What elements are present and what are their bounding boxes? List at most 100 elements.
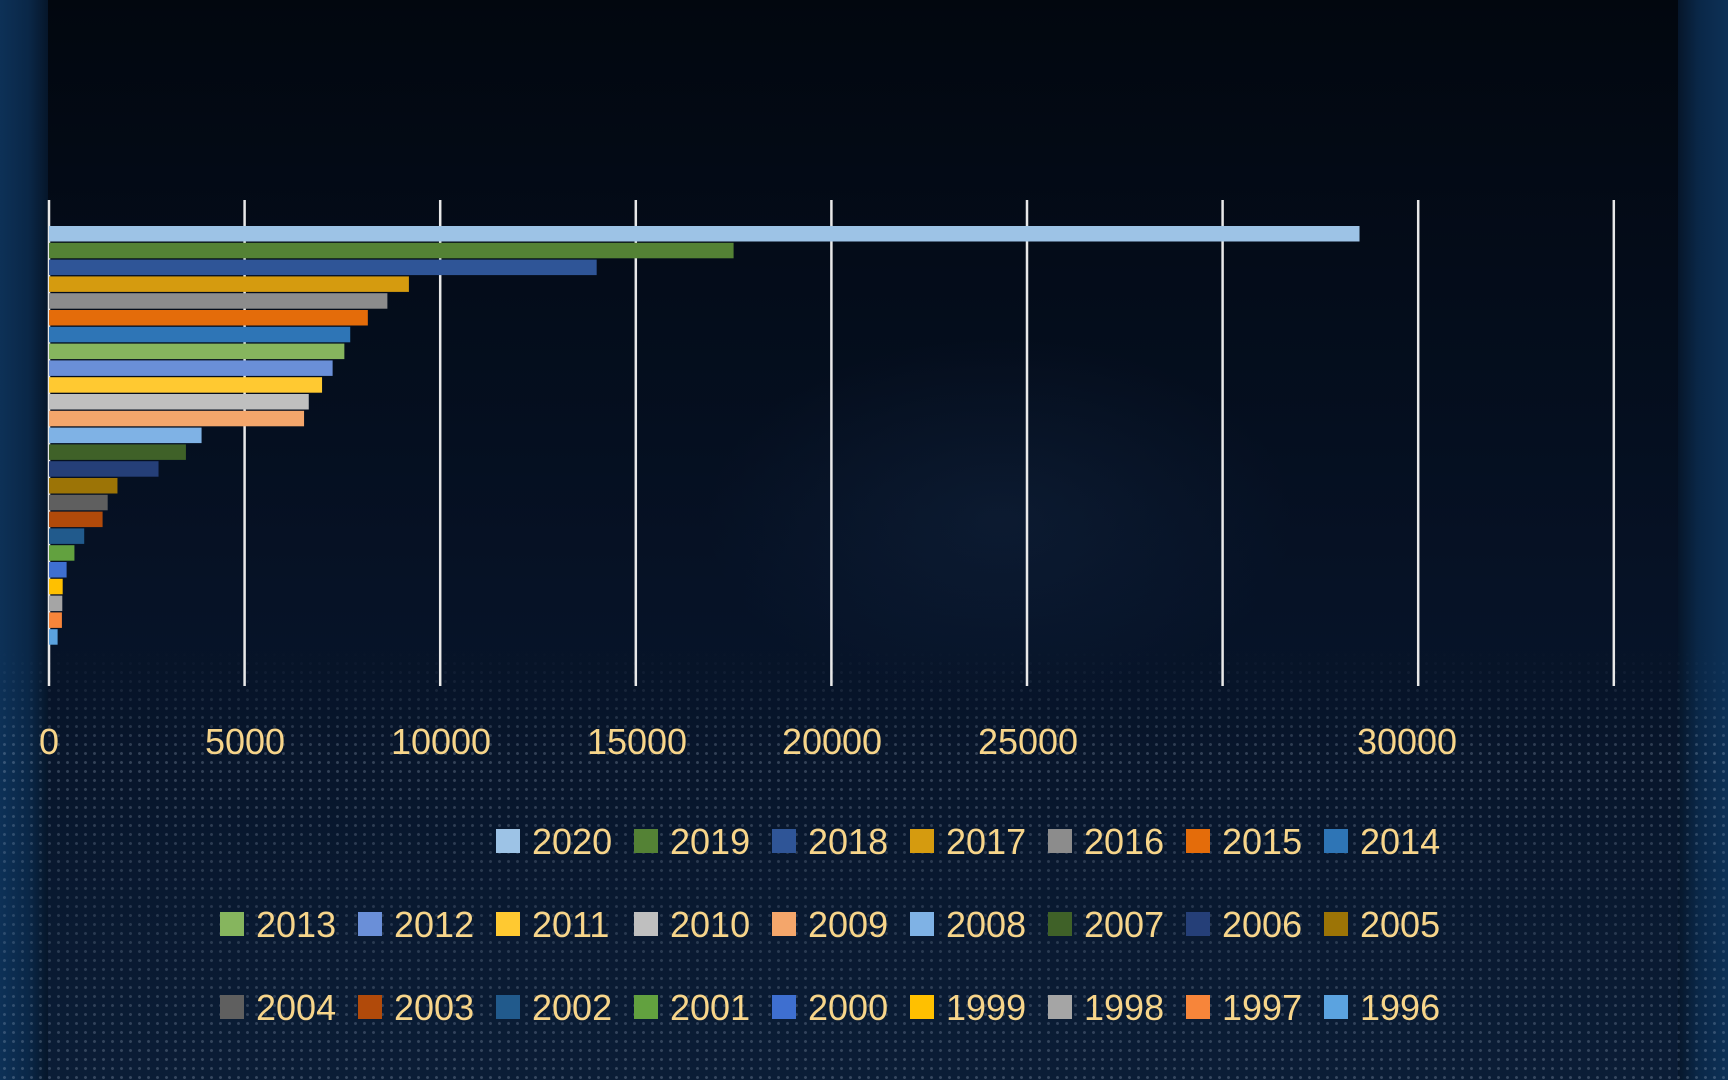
legend-item-1996: 1996 (1324, 987, 1440, 1028)
bar-2008 (49, 427, 202, 444)
bar-2005 (49, 478, 118, 494)
legend-label-2017: 2017 (946, 821, 1026, 862)
legend-label-2009: 2009 (808, 904, 888, 945)
legend-label-2015: 2015 (1222, 821, 1302, 862)
legend-item-2010: 2010 (634, 904, 750, 945)
legend-item-2020: 2020 (496, 821, 612, 862)
bar-2003 (49, 511, 103, 528)
legend-label-2002: 2002 (532, 987, 612, 1028)
legend-swatch-2007 (1048, 912, 1072, 936)
legend: 2020 2019 2018 2017 2016 2015 2014 2013 2012 2011… (220, 821, 1440, 1028)
bar-2015 (49, 310, 368, 326)
legend-label-2011: 2011 (532, 904, 609, 945)
bar-2002 (49, 528, 85, 544)
bar-2017 (49, 276, 409, 292)
bar-2011 (49, 377, 323, 393)
legend-item-2009: 2009 (772, 904, 888, 945)
legend-label-2018: 2018 (808, 821, 888, 862)
legend-swatch-2002 (496, 995, 520, 1019)
legend-swatch-2003 (358, 995, 382, 1019)
legend-label-2001: 2001 (670, 987, 750, 1028)
bar-1996 (49, 629, 58, 645)
bar-2019 (49, 242, 734, 259)
bar-2014 (49, 326, 351, 343)
legend-item-2002: 2002 (496, 987, 612, 1028)
legend-item-2016: 2016 (1048, 821, 1164, 862)
x-tick-label-10000: 10000 (391, 721, 491, 762)
bar-2018 (49, 259, 597, 276)
legend-item-2017: 2017 (910, 821, 1026, 862)
bar-2012 (49, 360, 333, 376)
legend-item-2003: 2003 (358, 987, 474, 1028)
legend-label-2007: 2007 (1084, 904, 1164, 945)
legend-item-1997: 1997 (1186, 987, 1302, 1028)
bar-2013 (49, 343, 345, 360)
x-axis-tick-labels: 0 5000 10000 15000 20000 25000 30000 (39, 721, 1457, 762)
left-side-panel (0, 0, 48, 1080)
legend-label-2004: 2004 (256, 987, 336, 1028)
x-tick-label-20000: 20000 (782, 721, 882, 762)
legend-swatch-1996 (1324, 995, 1348, 1019)
legend-swatch-2005 (1324, 912, 1348, 936)
legend-label-2006: 2006 (1222, 904, 1302, 945)
legend-swatch-2015 (1186, 829, 1210, 853)
bar-2016 (49, 293, 388, 309)
legend-swatch-2014 (1324, 829, 1348, 853)
bar-2001 (49, 545, 75, 561)
legend-label-2014: 2014 (1360, 821, 1440, 862)
x-tick-label-15000: 15000 (587, 721, 687, 762)
legend-swatch-2013 (220, 912, 244, 936)
legend-swatch-2001 (634, 995, 658, 1019)
x-tick-label-5000: 5000 (205, 721, 285, 762)
legend-label-2010: 2010 (670, 904, 750, 945)
bar-2006 (49, 461, 159, 477)
legend-swatch-2012 (358, 912, 382, 936)
legend-swatch-2011 (496, 912, 520, 936)
legend-label-2000: 2000 (808, 987, 888, 1028)
x-tick-label-30000: 30000 (1357, 721, 1457, 762)
legend-item-2008: 2008 (910, 904, 1026, 945)
bar-2004 (49, 494, 108, 511)
legend-swatch-2004 (220, 995, 244, 1019)
legend-swatch-1998 (1048, 995, 1072, 1019)
bar-1998 (49, 595, 63, 612)
legend-item-2012: 2012 (358, 904, 474, 945)
legend-label-2012: 2012 (394, 904, 474, 945)
legend-swatch-2008 (910, 912, 934, 936)
bar-1997 (49, 612, 62, 628)
legend-swatch-2010 (634, 912, 658, 936)
legend-item-1998: 1998 (1048, 987, 1164, 1028)
legend-swatch-2019 (634, 829, 658, 853)
legend-swatch-2016 (1048, 829, 1072, 853)
legend-item-2001: 2001 (634, 987, 750, 1028)
legend-label-1996: 1996 (1360, 987, 1440, 1028)
legend-item-2006: 2006 (1186, 904, 1302, 945)
legend-item-2014: 2014 (1324, 821, 1440, 862)
legend-label-2013: 2013 (256, 904, 336, 945)
legend-swatch-2017 (910, 829, 934, 853)
legend-label-2005: 2005 (1360, 904, 1440, 945)
background-dot-wave (0, 650, 1728, 1080)
legend-item-2015: 2015 (1186, 821, 1302, 862)
x-tick-label-0: 0 (39, 721, 59, 762)
legend-label-2016: 2016 (1084, 821, 1164, 862)
right-side-panel (1678, 0, 1728, 1080)
bars (49, 226, 1360, 645)
legend-swatch-1999 (910, 995, 934, 1019)
legend-item-2007: 2007 (1048, 904, 1164, 945)
legend-swatch-2018 (772, 829, 796, 853)
bar-2009 (49, 410, 305, 427)
legend-item-2013: 2013 (220, 904, 336, 945)
legend-swatch-2009 (772, 912, 796, 936)
legend-label-2003: 2003 (394, 987, 474, 1028)
bar-2020 (49, 226, 1360, 242)
bar-2010 (49, 394, 309, 410)
bar-2000 (49, 562, 67, 578)
legend-label-2020: 2020 (532, 821, 612, 862)
bar-1999 (49, 578, 63, 595)
legend-item-2011: 2011 (496, 904, 609, 945)
legend-swatch-2006 (1186, 912, 1210, 936)
legend-label-2008: 2008 (946, 904, 1026, 945)
